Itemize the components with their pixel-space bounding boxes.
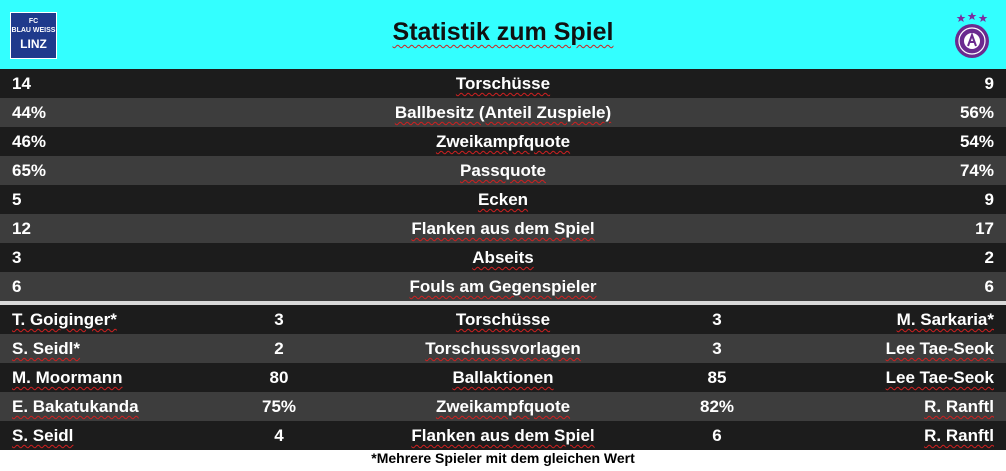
stat-label: Ecken [477,190,529,209]
stat-label: Zweikampfquote [435,132,571,151]
away-value: 54% [959,132,994,151]
statistics-table: 14 Torschüsse 9 44% Ballbesitz (Anteil Zuspi… [0,69,1006,450]
stat-label: Torschüsse [455,310,551,329]
home-player-value: 2 [274,339,284,358]
away-player-value: 85 [707,368,727,387]
away-player-name: R. Ranftl [924,426,994,446]
stat-label-cell: Passquote [0,161,1006,181]
away-player-name-text: Lee Tae-Seok [885,339,994,358]
home-value: 6 [12,277,22,296]
stat-label-cell: Torschüsse [0,310,1006,330]
away-player-value: 6 [712,426,722,445]
stat-label: Zweikampfquote [435,397,571,416]
home-player-name-text: E. Bakatukanda [12,397,139,416]
stat-label: Ballbesitz (Anteil Zuspiele) [394,103,612,122]
home-value: 14 [12,74,31,93]
home-value: 44% [12,103,47,122]
header-bar: FC BLAU WEISS LINZ Statistik zum Spiel [0,0,1006,69]
home-value: 46% [12,132,47,151]
team-stat-row: 14 Torschüsse 9 [0,69,1006,98]
stat-label-cell: Torschüsse [0,74,1006,94]
home-player-value: 75% [261,397,297,416]
stat-label: Ballaktionen [452,368,554,387]
section-divider [0,301,1006,305]
player-stats-section: T. Goiginger* 3 Torschüsse 3 M. Sarkaria* S. … [0,305,1006,450]
player-stat-row: S. Seidl* 2 Torschussvorlagen 3 Lee Tae-Seok [0,334,1006,363]
team-stats-section: 14 Torschüsse 9 44% Ballbesitz (Anteil Zuspi… [0,69,1006,301]
home-player-name: T. Goiginger* [12,310,117,330]
logo-text-blau-weiss: BLAU WEISS [11,27,56,34]
logo-text-linz: LINZ [20,37,47,51]
stat-label: Flanken aus dem Spiel [411,219,595,238]
stat-label: Flanken aus dem Spiel [411,426,595,445]
logo-text-fc: FC [28,18,39,25]
stat-label-cell: Fouls am Gegenspieler [0,277,1006,297]
away-player-value: 82% [699,397,735,416]
stat-label-cell: Ballbesitz (Anteil Zuspiele) [0,103,1006,123]
home-player-name: M. Moormann [12,368,123,388]
away-player-name-text: M. Sarkaria* [896,310,994,329]
home-player-name-text: S. Seidl* [12,339,81,358]
stat-label: Abseits [472,248,534,267]
page-title-text: Statistik zum Spiel [392,18,614,46]
page-title: Statistik zum Spiel [0,18,1006,47]
team-stat-row: 46% Zweikampfquote 54% [0,127,1006,156]
stat-label-cell: Torschussvorlagen [0,339,1006,359]
stat-label: Fouls am Gegenspieler [409,277,597,296]
player-stat-row: M. Moormann 80 Ballaktionen 85 Lee Tae-Seok [0,363,1006,392]
austria-wien-logo [955,12,989,58]
away-value: 17 [975,219,994,238]
away-player-name: M. Sarkaria* [897,310,994,330]
away-player-name-text: R. Ranftl [924,397,994,416]
away-player-name-text: R. Ranftl [924,426,994,445]
player-stat-row: T. Goiginger* 3 Torschüsse 3 M. Sarkaria* [0,305,1006,334]
stat-label: Torschüsse [455,74,551,93]
home-value: 5 [12,190,22,209]
away-value: 2 [984,248,994,267]
team-stat-row: 5 Ecken 9 [0,185,1006,214]
away-value: 6 [984,277,994,296]
away-player-name: R. Ranftl [924,397,994,417]
away-value: 56% [959,103,994,122]
away-player-value: 3 [712,339,722,358]
stat-label-cell: Zweikampfquote [0,132,1006,152]
stat-label: Passquote [460,161,546,180]
home-player-value: 3 [274,310,284,329]
home-value: 3 [12,248,22,267]
player-stat-row: E. Bakatukanda 75% Zweikampfquote 82% R. Ran… [0,392,1006,421]
stat-label-cell: Flanken aus dem Spiel [0,426,1006,446]
team-stat-row: 3 Abseits 2 [0,243,1006,272]
home-value: 12 [12,219,31,238]
stat-label: Torschussvorlagen [425,339,581,358]
stat-label-cell: Abseits [0,248,1006,268]
footnote: *Mehrere Spieler mit dem gleichen Wert [371,450,635,466]
away-value: 9 [984,190,994,209]
home-player-name: E. Bakatukanda [12,397,139,417]
away-player-name-text: Lee Tae-Seok [885,368,994,387]
away-value: 9 [984,74,994,93]
home-player-name: S. Seidl* [12,339,80,359]
stat-label-cell: Ballaktionen [0,368,1006,388]
team-stat-row: 44% Ballbesitz (Anteil Zuspiele) 56% [0,98,1006,127]
team-stat-row: 6 Fouls am Gegenspieler 6 [0,272,1006,301]
away-player-name: Lee Tae-Seok [886,339,994,359]
team-stat-row: 65% Passquote 74% [0,156,1006,185]
home-player-value: 80 [269,368,289,387]
team-stat-row: 12 Flanken aus dem Spiel 17 [0,214,1006,243]
fc-blau-weiss-linz-logo: FC BLAU WEISS LINZ [10,12,57,59]
stat-label-cell: Ecken [0,190,1006,210]
home-player-name-text: S. Seidl [12,426,74,445]
away-value: 74% [959,161,994,180]
away-player-value: 3 [712,310,722,329]
home-player-name: S. Seidl [12,426,73,446]
home-player-value: 4 [274,426,284,445]
home-value: 65% [12,161,47,180]
home-player-name-text: T. Goiginger* [12,310,117,329]
home-player-name-text: M. Moormann [12,368,123,387]
stat-label-cell: Zweikampfquote [0,397,1006,417]
stat-label-cell: Flanken aus dem Spiel [0,219,1006,239]
player-stat-row: S. Seidl 4 Flanken aus dem Spiel 6 R. Ranftl [0,421,1006,450]
away-player-name: Lee Tae-Seok [886,368,994,388]
